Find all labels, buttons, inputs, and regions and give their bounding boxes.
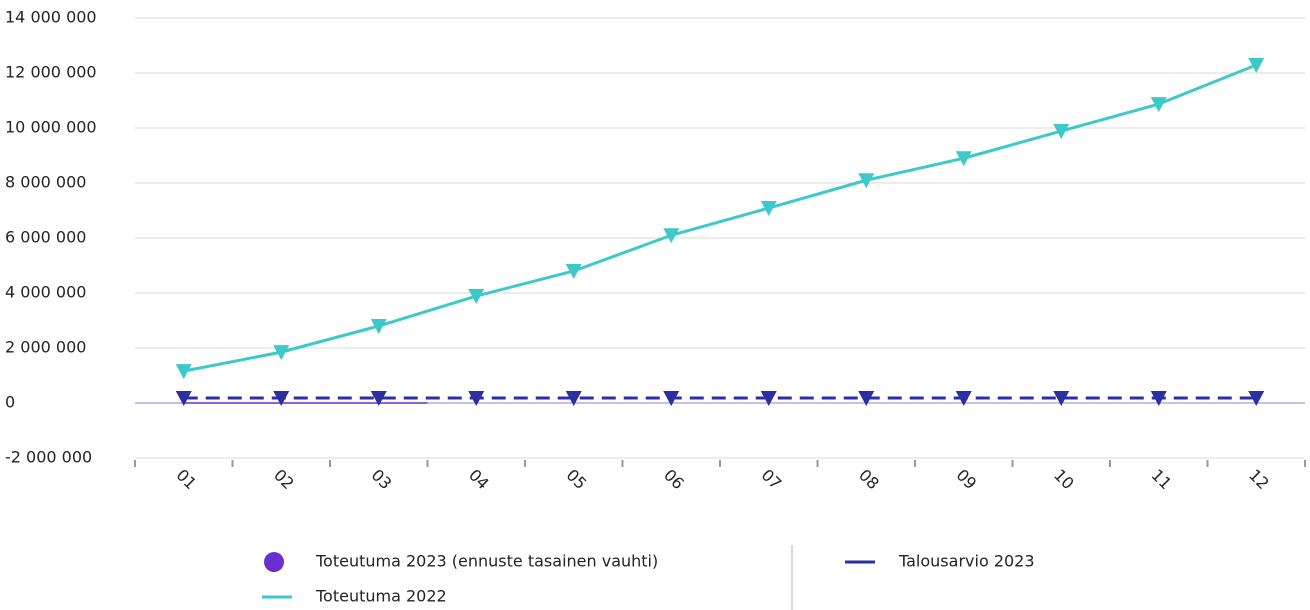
x-tick-label: 06 xyxy=(660,465,688,493)
marker xyxy=(565,264,582,279)
legend-label: Toteutuma 2023 (ennuste tasainen vauhti) xyxy=(315,552,658,571)
marker xyxy=(858,391,875,407)
x-tick-label: 10 xyxy=(1050,465,1078,493)
marker xyxy=(565,391,582,407)
marker xyxy=(175,391,192,407)
x-tick-label: 02 xyxy=(270,465,298,493)
marker xyxy=(370,391,387,407)
marker xyxy=(760,201,777,217)
x-tick-label: 08 xyxy=(855,465,883,493)
x-tick-label: 03 xyxy=(368,465,396,493)
y-tick-label: 4 000 000 xyxy=(5,283,86,302)
legend-swatch xyxy=(264,552,284,572)
x-tick-label: 04 xyxy=(465,465,493,493)
marker xyxy=(858,173,875,189)
x-tick-label: 12 xyxy=(1245,465,1273,493)
marker xyxy=(663,391,680,407)
marker xyxy=(273,391,290,407)
y-tick-label: 2 000 000 xyxy=(5,338,86,357)
marker xyxy=(955,391,972,407)
x-tick-label: 01 xyxy=(173,465,201,493)
legend-label: Talousarvio 2023 xyxy=(898,552,1035,571)
y-tick-label: 0 xyxy=(5,393,15,412)
marker xyxy=(1053,124,1070,140)
marker xyxy=(273,345,290,361)
marker xyxy=(175,364,192,380)
marker xyxy=(663,228,680,244)
y-tick-label: 14 000 000 xyxy=(5,8,97,27)
y-tick-label: 10 000 000 xyxy=(5,118,97,137)
y-tick-label: 12 000 000 xyxy=(5,63,97,82)
legend-label: Toteutuma 2022 xyxy=(315,587,447,606)
series-line xyxy=(183,63,1257,373)
x-tick-label: 05 xyxy=(563,465,591,493)
marker xyxy=(1248,391,1265,407)
marker xyxy=(370,319,387,334)
marker xyxy=(1150,97,1167,113)
marker xyxy=(760,391,777,407)
x-tick-label: 11 xyxy=(1148,465,1176,493)
x-tick-label: 09 xyxy=(953,465,981,493)
marker xyxy=(468,391,485,407)
x-tick-label: 07 xyxy=(758,465,786,493)
marker xyxy=(468,289,485,305)
marker xyxy=(1248,58,1265,74)
marker xyxy=(955,151,972,167)
marker xyxy=(1053,391,1070,407)
y-tick-label: -2 000 000 xyxy=(5,448,92,467)
y-tick-label: 8 000 000 xyxy=(5,173,86,192)
marker xyxy=(1150,391,1167,407)
y-tick-label: 6 000 000 xyxy=(5,228,86,247)
